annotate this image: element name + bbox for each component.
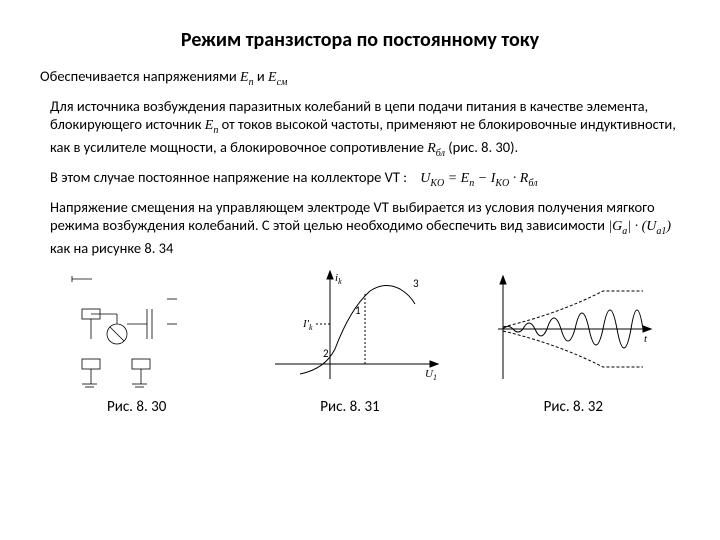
figure-row: Рис. 8. 30 ik I'k U1 1 2 3 Рис. 8. 3	[40, 269, 680, 417]
figure-caption: Рис. 8. 30	[107, 398, 166, 417]
symbol-en2: Eп	[205, 118, 219, 133]
equation-uko: UKO = Eп − IKO · Rбл	[420, 171, 537, 186]
svg-text:t: t	[644, 333, 648, 345]
text: Напряжение смещения на управляющем элект…	[50, 198, 655, 234]
figure-8-31: ik I'k U1 1 2 3 Рис. 8. 31	[255, 269, 445, 417]
circuit-diagram	[62, 269, 212, 394]
svg-text:3: 3	[413, 277, 419, 290]
text: и	[257, 67, 268, 85]
paragraph-3: В этом случае постоянное напряжение на к…	[50, 168, 680, 190]
figure-8-32: t Рис. 8. 32	[488, 269, 658, 417]
symbol-ga: |Ga| · (Ua1)	[608, 219, 671, 234]
text: (рис. 8. 30).	[448, 138, 518, 156]
svg-text:2: 2	[323, 347, 329, 360]
figure-8-30: Рис. 8. 30	[62, 269, 212, 417]
text: как на рисунке 8. 34	[50, 239, 173, 257]
figure-caption: Рис. 8. 31	[320, 398, 379, 417]
symbol-rbl: Rбл	[427, 141, 445, 156]
text: В этом случае постоянное напряжение на к…	[50, 168, 407, 186]
symbol-ecm: Eсм	[268, 70, 287, 85]
paragraph-2: Для источника возбуждения паразитных кол…	[50, 97, 680, 160]
svg-text:ik: ik	[335, 272, 342, 286]
oscillation-chart: t	[488, 269, 658, 394]
symbol-en: Eп	[240, 70, 254, 85]
page-title: Режим транзистора по постоянному току	[40, 28, 680, 53]
svg-text:1: 1	[355, 304, 361, 317]
text: Обеспечивается напряжениями	[40, 67, 240, 85]
svg-text:U1: U1	[425, 368, 437, 382]
intro-line: Обеспечивается напряжениями Eп и Eсм	[40, 67, 680, 89]
curve-chart: ik I'k U1 1 2 3	[255, 269, 445, 394]
figure-caption: Рис. 8. 32	[544, 398, 603, 417]
svg-text:I'k: I'k	[302, 318, 313, 332]
paragraph-4: Напряжение смещения на управляющем элект…	[50, 198, 680, 257]
